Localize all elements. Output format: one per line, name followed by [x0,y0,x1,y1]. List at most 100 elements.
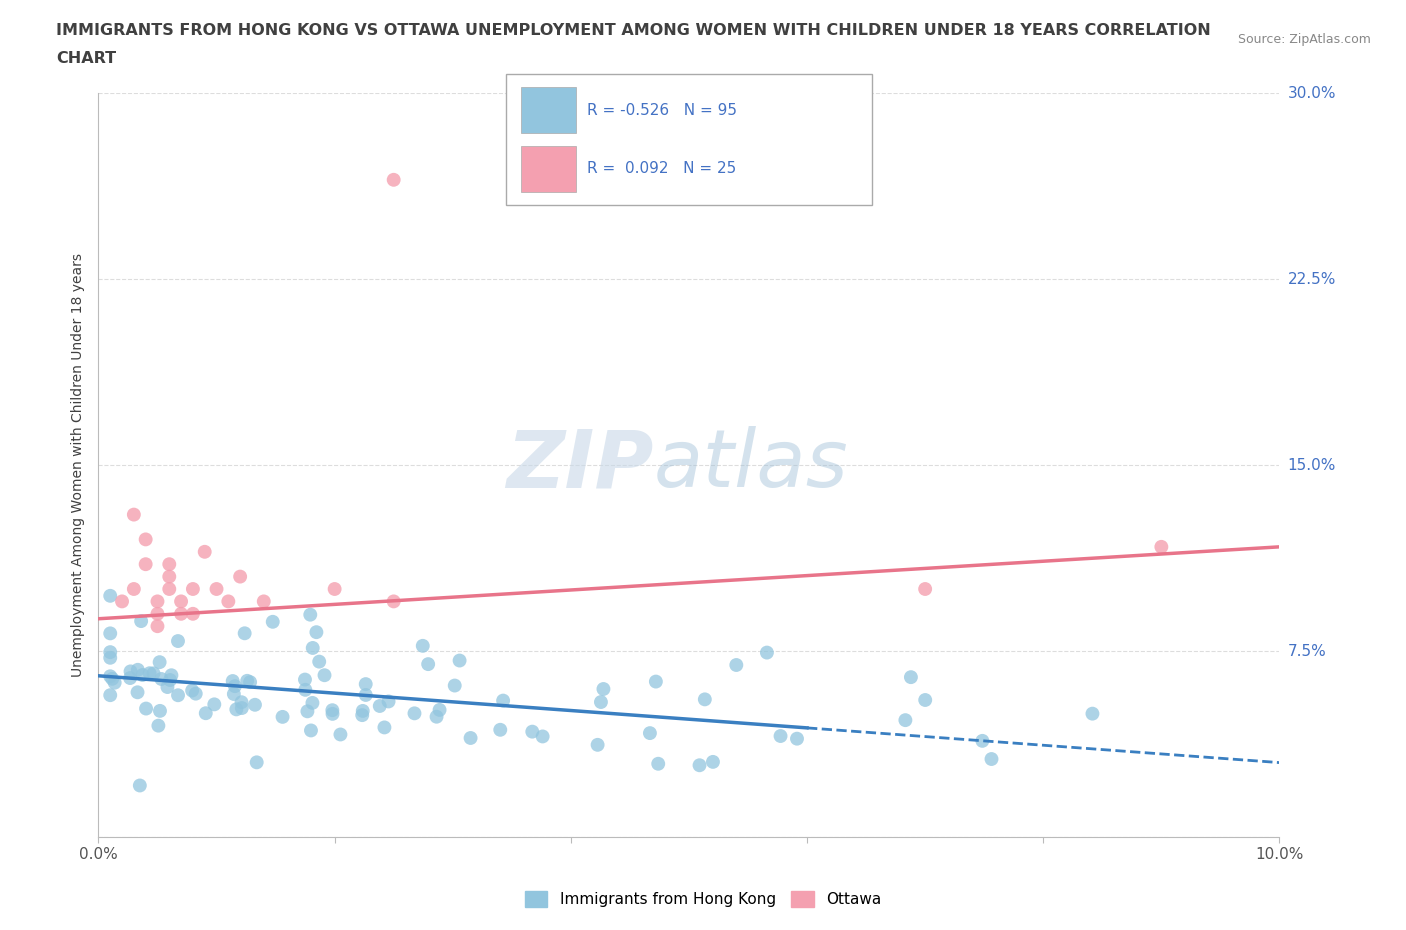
Text: R =  0.092   N = 25: R = 0.092 N = 25 [586,161,735,176]
Point [159,672,181,687]
Point [224,679,246,694]
Point [146,618,169,633]
Point [329,727,352,742]
Point [755,645,778,660]
Point [135,557,157,572]
Point [305,625,328,640]
Point [205,581,228,596]
Point [352,703,374,718]
FancyBboxPatch shape [506,74,872,205]
Point [98,626,121,641]
Point [308,654,330,669]
Text: 30.0%: 30.0% [1288,86,1336,100]
Point [354,687,377,702]
Point [222,673,245,688]
Legend: Immigrants from Hong Kong, Ottawa: Immigrants from Hong Kong, Ottawa [519,884,887,913]
Point [271,710,294,724]
Point [589,695,612,710]
Point [104,675,127,690]
Point [412,638,434,653]
Point [156,680,179,695]
Text: atlas: atlas [654,426,848,504]
Point [443,678,465,693]
Point [531,729,554,744]
Point [98,589,121,604]
Text: CHART: CHART [56,51,117,66]
Point [418,657,440,671]
Point [914,693,936,708]
FancyBboxPatch shape [520,146,575,192]
Point [150,671,173,686]
Point [449,653,471,668]
Point [181,581,204,596]
Point [522,724,544,739]
Text: ZIP: ZIP [506,426,654,504]
Point [222,686,245,701]
Point [181,684,204,698]
Point [253,594,276,609]
FancyBboxPatch shape [520,87,575,133]
Point [638,725,661,740]
Point [702,754,724,769]
Point [301,696,323,711]
Point [900,670,922,684]
Point [101,671,124,686]
Point [321,703,343,718]
Point [127,684,149,699]
Point [229,569,252,584]
Point [786,731,808,746]
Point [460,731,482,746]
Point [157,557,180,572]
Point [194,544,217,559]
Point [297,704,319,719]
Point [301,641,323,656]
Point [489,723,512,737]
Point [352,708,374,723]
Point [167,688,190,703]
Point [322,707,344,722]
Point [644,674,666,689]
Point [429,702,451,717]
Point [492,693,515,708]
Point [368,698,391,713]
Point [894,712,917,727]
Point [314,668,336,683]
Point [243,698,266,712]
Point [236,673,259,688]
Point [693,692,716,707]
Point [157,581,180,596]
Point [323,581,346,596]
Point [233,626,256,641]
Point [157,569,180,584]
Point [425,710,447,724]
Point [142,666,165,681]
Point [149,655,172,670]
Point [377,694,399,709]
Point [217,594,239,609]
Point [135,532,157,547]
Point [1150,539,1173,554]
Point [122,581,145,596]
Point [980,751,1002,766]
Point [120,664,142,679]
Point [146,594,169,609]
Text: R = -0.526   N = 95: R = -0.526 N = 95 [586,103,737,118]
Point [181,606,204,621]
Point [225,702,247,717]
Point [129,614,152,629]
Point [262,615,284,630]
Y-axis label: Unemployment Among Women with Children Under 18 years: Unemployment Among Women with Children U… [72,253,86,677]
Point [373,720,395,735]
Point [122,507,145,522]
Point [128,778,150,793]
Point [382,594,405,609]
Point [231,700,253,715]
Point [149,703,172,718]
Point [98,650,121,665]
Point [231,695,253,710]
Point [148,718,170,733]
Point [689,758,711,773]
Point [299,723,322,737]
Point [404,706,426,721]
Point [914,581,936,596]
